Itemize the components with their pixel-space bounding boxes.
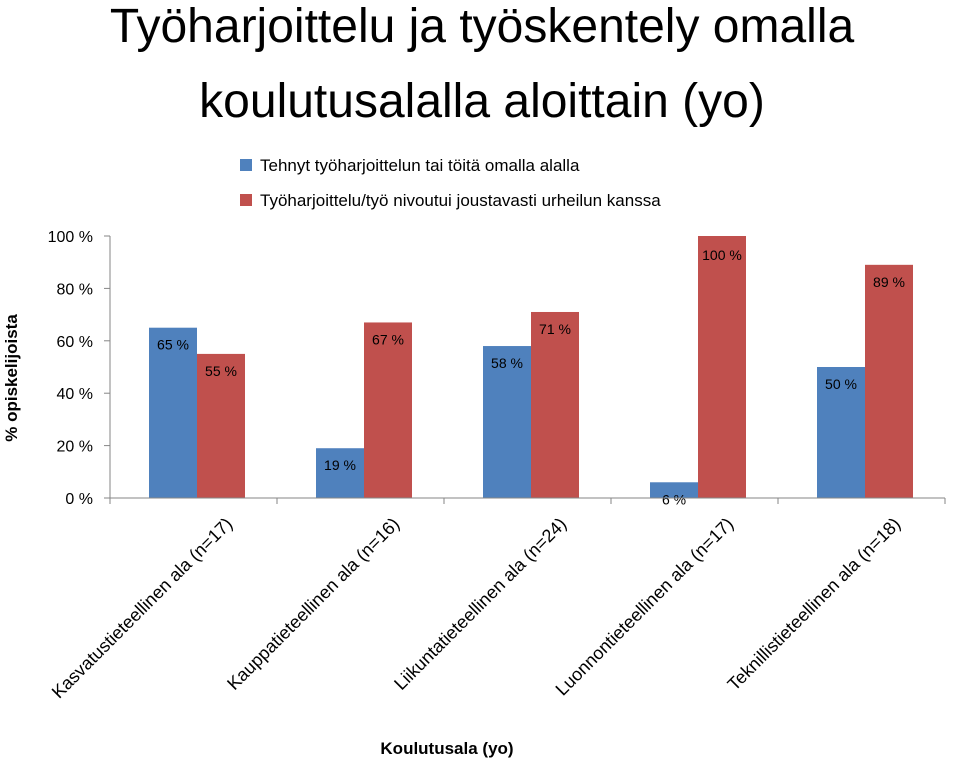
bar-series-2: [197, 353, 245, 498]
x-category-label: Teknillistieteellinen ala (n=18): [724, 514, 905, 695]
data-label-series-2: 89 %: [873, 274, 905, 290]
data-label-series-1: 19 %: [324, 457, 356, 473]
bar-series-1: [149, 327, 197, 498]
legend-swatch-series-2: [240, 194, 252, 206]
data-label-series-1: 65 %: [157, 337, 189, 353]
data-label-series-1: 50 %: [825, 376, 857, 392]
legend-swatch-series-1: [240, 159, 252, 171]
data-label-series-2: 100 %: [702, 247, 742, 263]
y-tick-label: 60 %: [57, 334, 93, 351]
legend-label-series-1: Tehnyt työharjoittelun tai töitä omalla …: [260, 156, 580, 175]
y-tick-label: 20 %: [57, 439, 93, 456]
y-axis-title: % opiskelijoista: [2, 314, 21, 442]
bar-series-2: [865, 264, 913, 498]
legend-label-series-2: Työharjoittelu/työ nivoutui joustavasti …: [260, 191, 661, 210]
y-tick-label: 40 %: [57, 386, 93, 403]
bars: 65 % 55 % 19 % 67 % 58 % 71 % 6 % 100 % 50 % 89 %: [149, 236, 913, 507]
bar-series-2: [364, 322, 412, 498]
data-label-series-1: 58 %: [491, 355, 523, 371]
x-category-label: Kauppatieteellinen ala (n=16): [223, 514, 403, 694]
y-axis: 0 % 20 % 40 % 60 % 80 % 100 %: [48, 229, 111, 508]
bar-series-2: [531, 311, 579, 498]
bar-series-2: [698, 236, 746, 498]
y-tick-label: 80 %: [57, 281, 93, 298]
bar-series-1: [650, 482, 698, 498]
data-label-series-2: 67 %: [372, 331, 404, 347]
y-tick-label: 0 %: [65, 491, 93, 508]
data-label-series-2: 71 %: [539, 321, 571, 337]
data-label-series-2: 55 %: [205, 363, 237, 379]
x-category-label: Kasvatustieteellinen ala (n=17): [48, 514, 237, 703]
legend: Tehnyt työharjoittelun tai töitä omalla …: [240, 156, 661, 210]
x-axis-title: Koulutusala (yo): [380, 739, 513, 758]
chart-title-line-2: koulutusalalla aloittain (yo): [199, 75, 765, 128]
data-label-series-1: 6 %: [662, 491, 686, 507]
bar-series-1: [483, 346, 531, 498]
bar-series-1: [316, 448, 364, 498]
x-axis: Kasvatustieteellinen ala (n=17)Kauppatie…: [48, 497, 946, 703]
bar-series-1: [817, 367, 865, 498]
chart-title-line-1: Työharjoittelu ja työskentely omalla: [110, 0, 855, 53]
x-category-label: Liikuntatieteellinen ala (n=24): [390, 514, 570, 694]
y-tick-label: 100 %: [48, 229, 93, 246]
x-category-label: Luonnontieteellinen ala (n=17): [552, 514, 738, 700]
